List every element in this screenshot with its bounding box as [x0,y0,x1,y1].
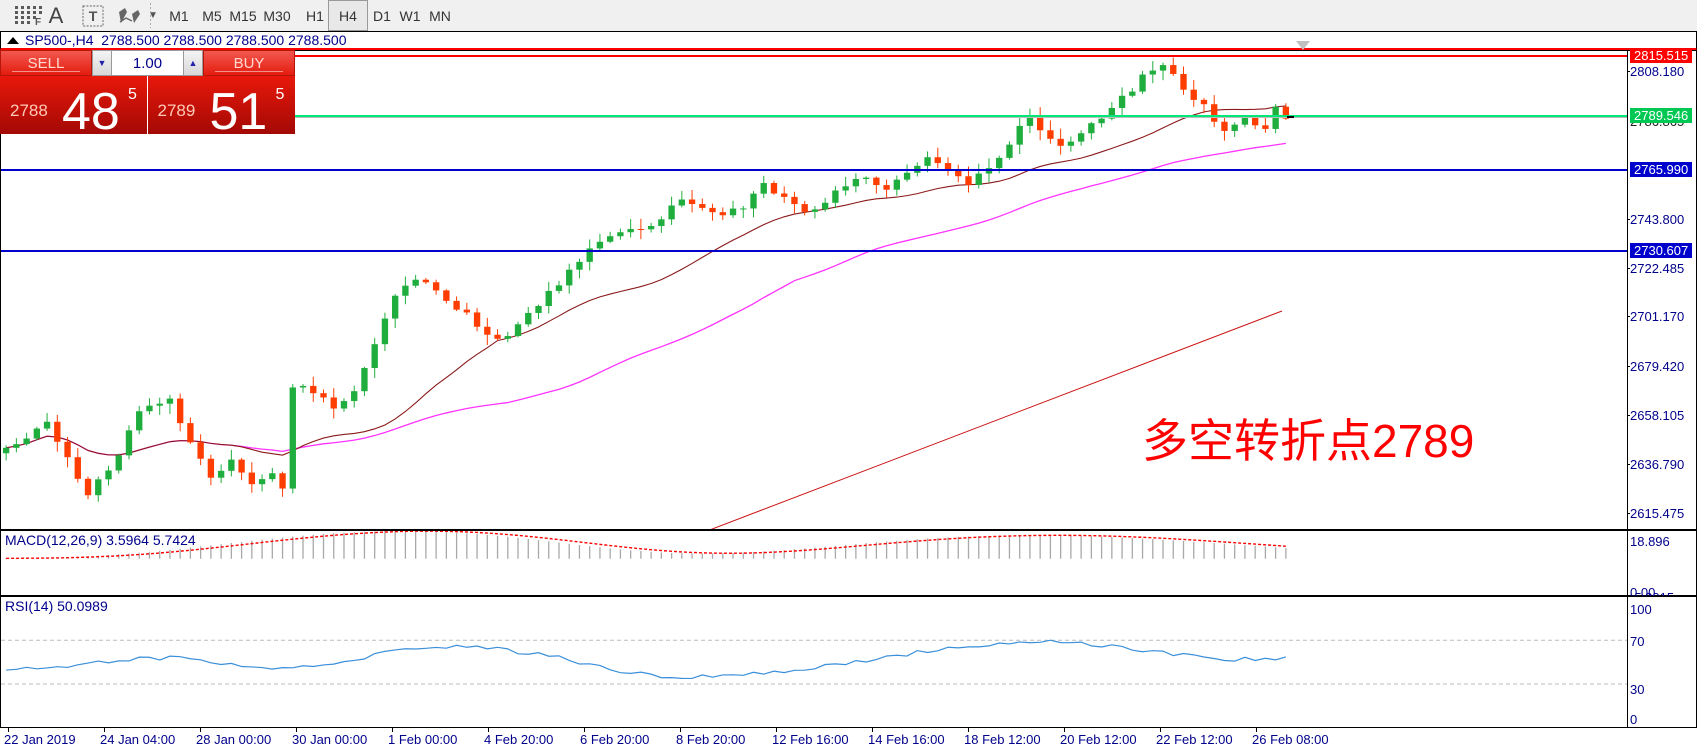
svg-text:T: T [89,8,98,24]
svg-text:F: F [35,17,41,26]
